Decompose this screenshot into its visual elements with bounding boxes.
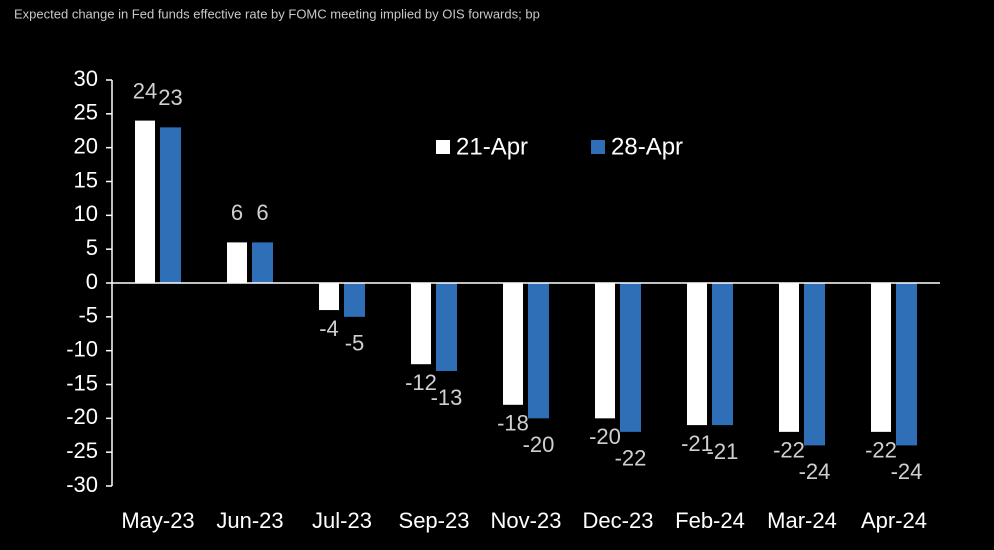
x-tick-label: Dec-23 xyxy=(583,508,654,533)
bar xyxy=(804,283,825,446)
data-label: -24 xyxy=(799,459,831,484)
bar xyxy=(160,127,181,283)
bar xyxy=(436,283,457,371)
y-tick-label: -15 xyxy=(66,370,98,395)
data-label: -13 xyxy=(431,385,463,410)
bar xyxy=(620,283,641,432)
bar xyxy=(252,242,273,283)
bar xyxy=(411,283,431,365)
bar xyxy=(528,283,549,419)
bar xyxy=(687,283,707,426)
x-tick-label: May-23 xyxy=(121,508,194,533)
y-tick-label: 20 xyxy=(74,133,98,158)
y-tick-label: -20 xyxy=(66,404,98,429)
y-tick-label: -5 xyxy=(78,303,98,328)
legend-swatch xyxy=(591,140,605,154)
chart-title: Expected change in Fed funds effective r… xyxy=(14,6,540,21)
bar xyxy=(871,283,891,432)
data-label: 6 xyxy=(256,200,268,225)
data-label: -21 xyxy=(681,431,713,456)
x-tick-label: Jul-23 xyxy=(312,508,372,533)
y-tick-label: 0 xyxy=(86,269,98,294)
y-tick-label: 15 xyxy=(74,167,98,192)
data-label: -22 xyxy=(615,446,647,471)
legend-label: 28-Apr xyxy=(611,133,683,160)
data-label: -4 xyxy=(319,316,339,341)
data-label: 6 xyxy=(231,200,243,225)
y-tick-label: -10 xyxy=(66,336,98,361)
bar xyxy=(595,283,615,419)
bar xyxy=(712,283,733,426)
data-label: -21 xyxy=(707,439,739,464)
y-tick-label: 10 xyxy=(74,201,98,226)
x-tick-label: Mar-24 xyxy=(767,508,837,533)
data-label: -22 xyxy=(865,438,897,463)
x-tick-label: Jun-23 xyxy=(216,508,283,533)
bar xyxy=(344,283,365,317)
data-label: -22 xyxy=(773,438,805,463)
x-tick-label: Sep-23 xyxy=(399,508,470,533)
y-tick-label: -30 xyxy=(66,472,98,497)
data-label: 23 xyxy=(158,85,182,110)
data-label: -20 xyxy=(523,432,555,457)
data-label: -12 xyxy=(405,370,437,395)
bar xyxy=(779,283,799,432)
x-tick-label: Apr-24 xyxy=(861,508,927,533)
bar xyxy=(135,120,155,283)
y-tick-label: 5 xyxy=(86,235,98,260)
bar xyxy=(896,283,917,446)
legend-label: 21-Apr xyxy=(456,133,528,160)
data-label: -20 xyxy=(589,424,621,449)
y-tick-label: -25 xyxy=(66,438,98,463)
y-tick-label: 30 xyxy=(74,66,98,91)
bar xyxy=(227,242,247,283)
x-tick-label: Feb-24 xyxy=(675,508,745,533)
data-label: -18 xyxy=(497,411,529,436)
data-label: 24 xyxy=(133,78,157,103)
data-label: -5 xyxy=(345,331,365,356)
x-tick-label: Nov-23 xyxy=(491,508,562,533)
legend-swatch xyxy=(436,140,450,154)
y-tick-label: 25 xyxy=(74,100,98,125)
data-label: -24 xyxy=(891,459,923,484)
bar xyxy=(503,283,523,405)
bar xyxy=(319,283,339,311)
